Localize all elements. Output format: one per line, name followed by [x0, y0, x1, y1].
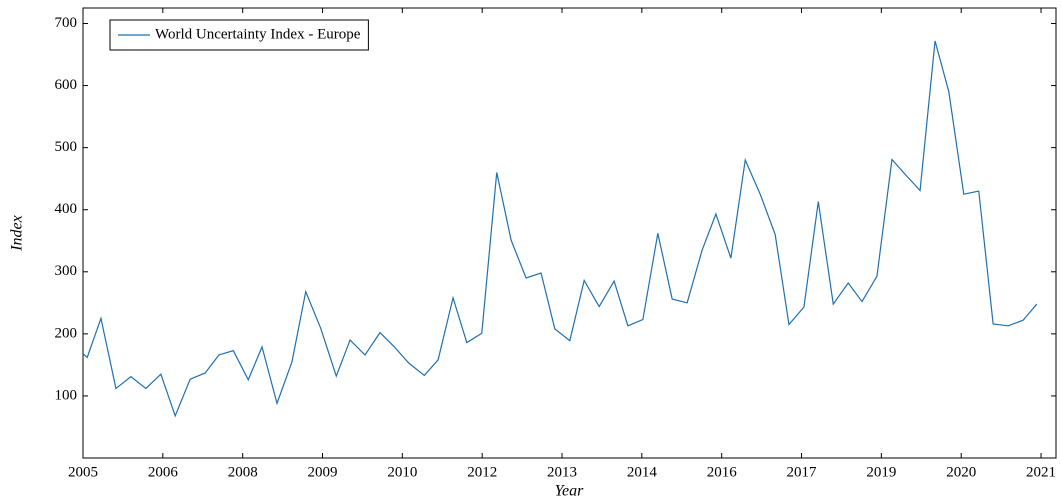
y-axis-label: Index: [9, 215, 26, 252]
y-tick-label: 300: [55, 263, 78, 279]
legend-box: [109, 19, 369, 51]
x-axis-label: Year: [555, 483, 585, 500]
x-tick-label: 2021: [1026, 464, 1056, 480]
x-tick-label: 2012: [467, 464, 497, 480]
x-tick-label: 2005: [68, 464, 98, 480]
y-tick-label: 700: [55, 15, 78, 31]
x-tick-label: 2009: [308, 464, 338, 480]
x-tick-label: 2016: [707, 464, 738, 480]
x-tick-label: 2006: [148, 464, 179, 480]
plot-frame: [82, 7, 1057, 459]
data-line: [82, 40, 1038, 418]
legend-label: World Uncertainty Index - Europe: [155, 26, 361, 42]
x-tick-label: 2017: [787, 464, 818, 480]
y-tick-label: 600: [55, 77, 78, 93]
y-tick-label: 200: [55, 325, 78, 341]
x-tick-label: 2010: [387, 464, 417, 480]
y-tick-label: 400: [55, 201, 78, 217]
x-tick-label: 2008: [228, 464, 258, 480]
x-tick-label: 2014: [627, 464, 658, 480]
x-tick-label: 2019: [866, 464, 896, 480]
y-tick-label: 500: [55, 139, 78, 155]
x-tick-label: 2013: [547, 464, 577, 480]
x-tick-label: 2020: [946, 464, 976, 480]
y-tick-label: 100: [55, 387, 78, 403]
